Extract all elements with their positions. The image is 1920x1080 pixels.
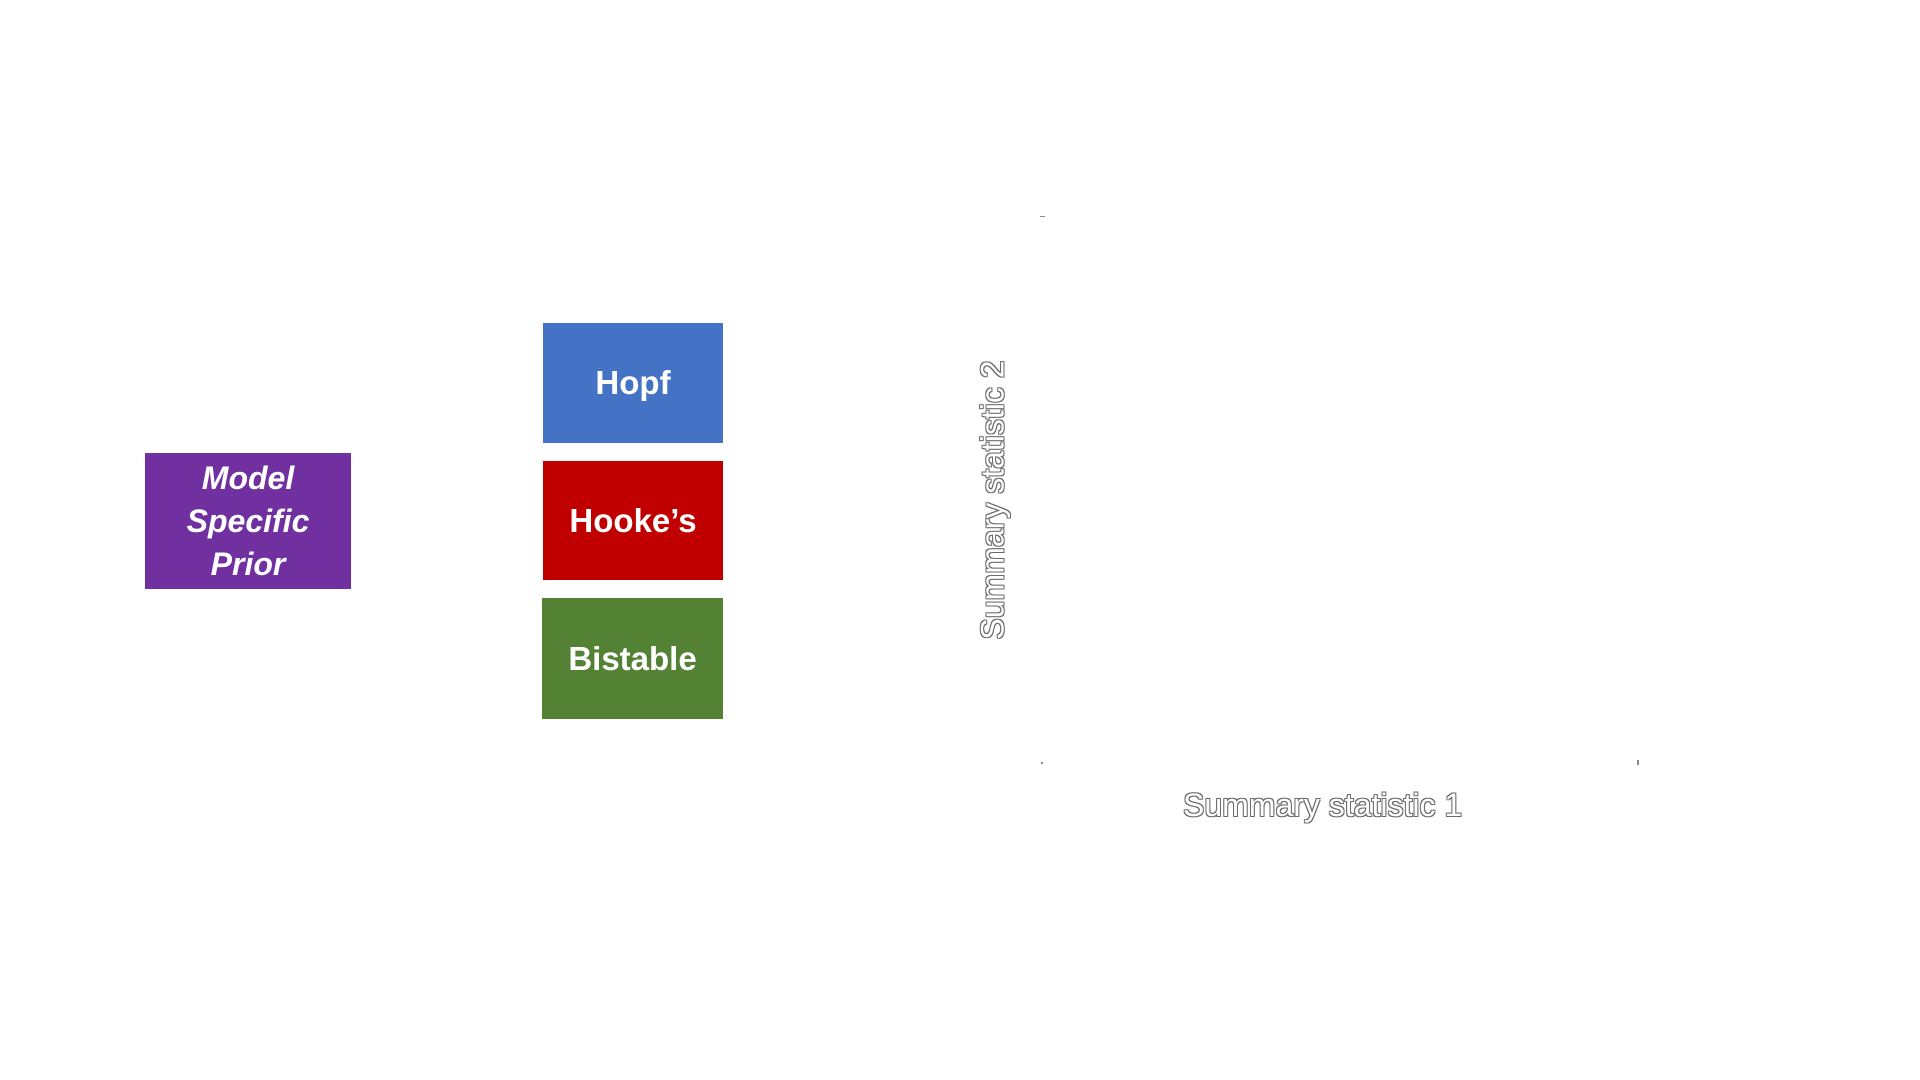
hopf-model-box: Hopf — [543, 323, 723, 443]
hookes-model-box: Hooke’s — [543, 461, 723, 580]
x-axis-right-tick — [1637, 760, 1639, 765]
hookes-label: Hooke’s — [569, 501, 697, 539]
prior-line-3: Prior — [210, 545, 286, 582]
model-specific-prior-box: Model Specific Prior — [145, 453, 351, 589]
bistable-label: Bistable — [568, 639, 697, 677]
x-axis-label: Summary statistic 1 — [1183, 787, 1463, 823]
y-axis-top-tick — [1040, 216, 1045, 217]
prior-line-1: Model — [201, 459, 295, 496]
prior-line-2: Specific — [186, 502, 310, 539]
bistable-model-box: Bistable — [542, 598, 723, 719]
origin-tick — [1041, 762, 1043, 764]
hopf-label: Hopf — [595, 364, 671, 401]
y-axis-label: Summary statistic 2 — [974, 360, 1011, 640]
